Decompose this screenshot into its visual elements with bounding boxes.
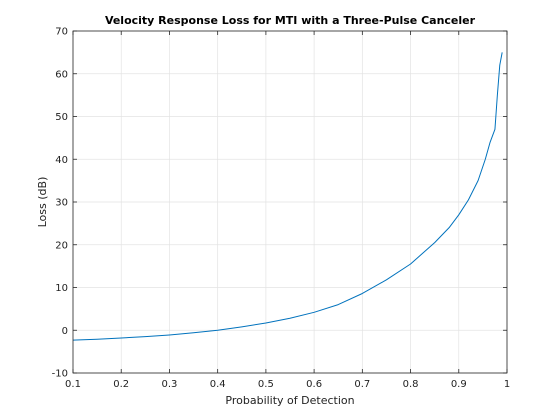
y-tick-label: 10 [55,283,68,294]
x-tick-label: 0.4 [210,379,226,390]
y-axis-label: Loss (dB) [36,177,49,228]
y-tick-label: 40 [55,155,68,166]
y-tick-label: 20 [55,240,68,251]
x-tick-label: 0.3 [161,379,177,390]
x-tick-label: 0.1 [65,379,81,390]
y-tick-label: 60 [55,69,68,80]
x-tick-label: 0.9 [451,379,467,390]
chart-title: Velocity Response Loss for MTI with a Th… [105,14,476,27]
x-tick-label: 0.8 [403,379,419,390]
y-tick-label: 0 [62,326,68,337]
y-tick-label: 70 [55,27,68,38]
x-tick-label: 0.5 [258,379,274,390]
y-tick-label: -10 [52,369,68,380]
y-tick-label: 50 [55,112,68,123]
x-tick-label: 1 [504,379,510,390]
x-tick-label: 0.6 [306,379,322,390]
series-layer [72,52,503,341]
x-axis-label: Probability of Detection [225,394,354,407]
axes: 0.1 0.2 0.3 0.4 0.5 0.6 0.7 0.8 0.9 1 -10 0 10 20 30 40… [52,27,511,391]
y-tick-label: 30 [55,198,68,209]
x-tick-label: 0.7 [354,379,370,390]
ticks: 0.1 0.2 0.3 0.4 0.5 0.6 0.7 0.8 0.9 1 -10 0 10 20 30 40… [52,27,511,391]
x-tick-label: 0.2 [113,379,129,390]
series-line-0 [72,52,503,341]
